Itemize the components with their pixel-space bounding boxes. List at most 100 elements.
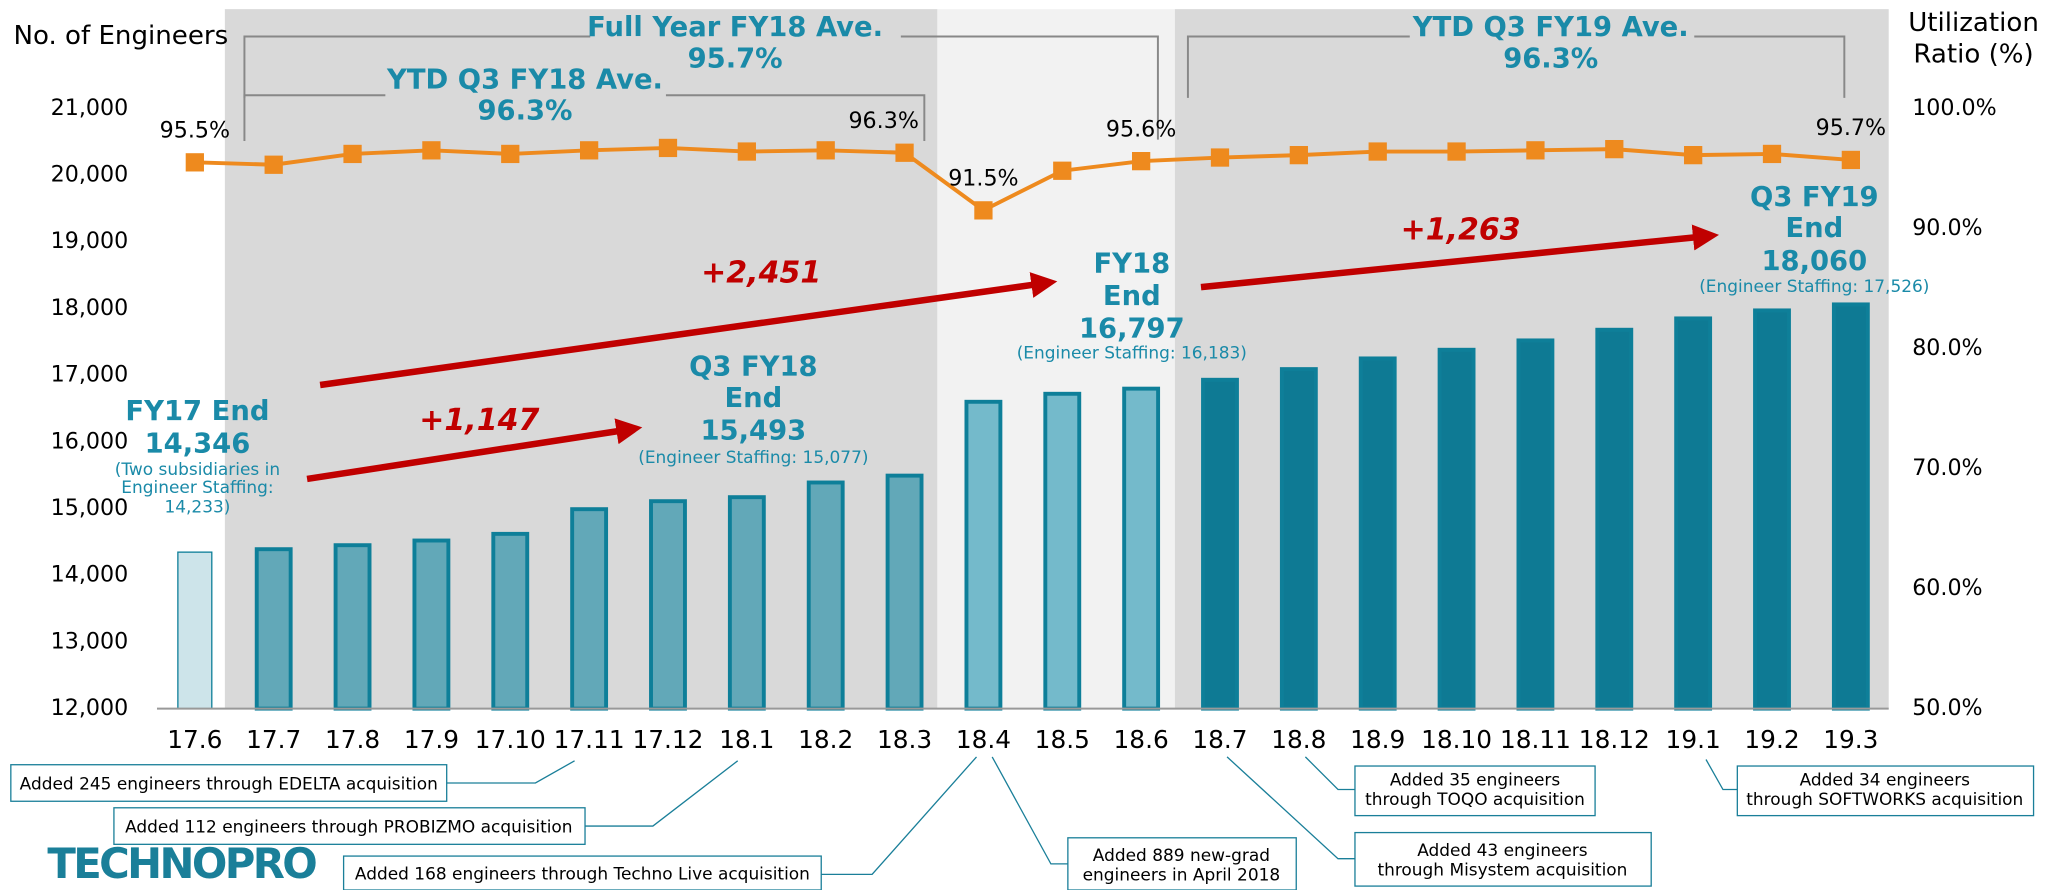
bar (649, 499, 687, 711)
y-tick-label: 13,000 (51, 628, 129, 654)
marker (501, 144, 520, 164)
milestone-note: (Engineer Staffing: 16,183) (1017, 343, 1247, 363)
leader-line (1705, 759, 1738, 791)
leader-line (821, 756, 978, 875)
y2-tick-label: 90.0% (1912, 215, 1982, 241)
marker (264, 155, 283, 174)
x-tick-label: 18.2 (798, 725, 853, 754)
y-axis-title: No. of Engineers (13, 21, 228, 51)
y-tick-label: 17,000 (51, 362, 129, 388)
average-value: 96.3% (1503, 44, 1598, 75)
milestone-note: (Engineer Staffing: 15,077) (638, 447, 868, 467)
callout-box (10, 764, 448, 802)
bar (491, 531, 530, 711)
bar (1753, 308, 1791, 711)
bracket (243, 35, 1159, 140)
marker (1132, 152, 1151, 171)
milestone-note: 14,233) (164, 497, 230, 517)
x-tick-label: 18.9 (1350, 725, 1405, 754)
value-label: 95.6% (1106, 116, 1176, 142)
marker (1053, 161, 1072, 180)
callout: through Misystem acquisition (1377, 859, 1627, 879)
milestone: End (1785, 213, 1843, 244)
y-tick-label: 16,000 (51, 428, 129, 454)
callout: Added 245 engineers through EDELTA acqui… (20, 773, 438, 793)
growth-arrow (319, 272, 1058, 389)
marker (1684, 146, 1703, 165)
marker (579, 141, 599, 160)
callout-box (342, 855, 822, 891)
y-tick-label: 19,000 (51, 228, 129, 254)
bar (1831, 302, 1870, 711)
x-tick-label: 18.6 (1114, 725, 1169, 754)
leader-line (1226, 756, 1355, 860)
y2-tick-label: 50.0% (1912, 695, 1982, 721)
x-tick-label: 17.11 (554, 725, 625, 754)
y2-tick-label: 60.0% (1912, 575, 1982, 601)
bracket (1186, 35, 1846, 98)
callout-box (1354, 831, 1652, 887)
milestone-note: (Engineer Staffing: 17,526) (1699, 276, 1929, 296)
y2-axis-title: Utilization (1908, 8, 2039, 38)
growth-arrow (306, 418, 643, 483)
x-tick-label: 17.12 (633, 725, 704, 754)
milestone: End (1103, 281, 1161, 312)
line (194, 145, 1852, 213)
bar (1043, 391, 1082, 711)
marker (816, 141, 835, 160)
marker (1526, 141, 1545, 160)
callout: Added 35 engineers (1390, 769, 1560, 789)
bar (570, 507, 609, 711)
value-label: 96.3% (848, 108, 918, 134)
milestone-note: Engineer Staffing: (121, 477, 273, 497)
bar (1201, 377, 1239, 711)
x-tick-label: 17.9 (404, 725, 459, 754)
marker (1762, 144, 1782, 164)
bar (1674, 316, 1713, 711)
marker (1368, 142, 1387, 161)
milestone: 15,493 (701, 415, 807, 446)
marker (343, 144, 362, 164)
callout: Added 34 engineers (1800, 769, 1970, 789)
bar (1358, 356, 1397, 711)
x-tick-label: 19.2 (1744, 725, 1799, 754)
bar (1595, 327, 1634, 711)
plot (177, 138, 1870, 711)
leader-line (991, 756, 1068, 865)
x-tick-label: 17.10 (475, 725, 546, 754)
y-tick-label: 18,000 (51, 295, 129, 321)
bar (1122, 386, 1161, 711)
bar (1437, 347, 1476, 711)
callout-box (1736, 765, 2035, 817)
y-tick-label: 14,000 (51, 562, 129, 588)
x-tick-label: 18.1 (719, 725, 774, 754)
growth-label: +2,451 (701, 256, 821, 291)
bar (254, 547, 293, 711)
y2-axis-title: Ratio (%) (1913, 39, 2033, 69)
y-tick-label: 20,000 (51, 162, 129, 188)
bar (412, 538, 451, 711)
average-label: Full Year FY18 Ave. (587, 12, 883, 43)
x-tick-label: 18.11 (1500, 725, 1571, 754)
bar (885, 473, 924, 711)
value-label: 95.7% (1816, 115, 1886, 141)
milestone-note: (Two subsidiaries in (115, 459, 280, 479)
value-label: 95.5% (160, 118, 230, 144)
marker (658, 138, 678, 158)
x-tick-label: 18.8 (1271, 725, 1326, 754)
milestone: 18,060 (1761, 246, 1867, 277)
y-tick-label: 12,000 (51, 695, 129, 721)
x-tick-label: 17.7 (246, 725, 301, 754)
milestone: 14,346 (145, 429, 251, 460)
bar (727, 495, 766, 711)
y-tick-label: 15,000 (51, 495, 129, 521)
callout: engineers in April 2018 (1083, 865, 1281, 885)
x-tick-label: 18.3 (877, 725, 932, 754)
callout-box (1354, 765, 1596, 817)
average-label: YTD Q3 FY19 Ave. (1412, 12, 1689, 43)
marker (895, 143, 914, 162)
marker (1289, 146, 1308, 165)
x-tick-label: 17.6 (167, 725, 222, 754)
x-tick-label: 18.5 (1035, 725, 1090, 754)
bar (964, 399, 1003, 711)
